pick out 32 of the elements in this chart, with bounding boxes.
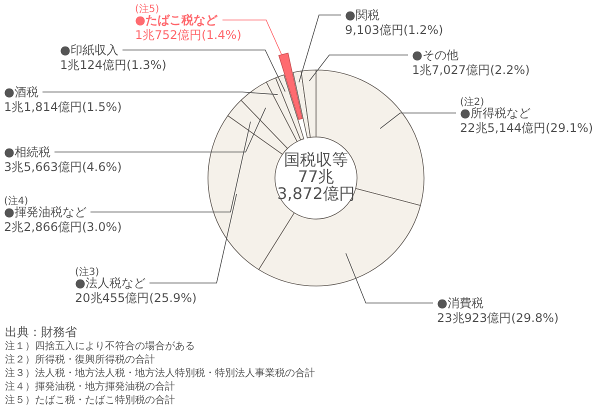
text: 77兆 3,872億円 (277, 167, 355, 203)
text: (注4) (4, 196, 28, 207)
text: 注４）揮発油税・地方揮発油税の合計 (5, 380, 175, 392)
slice-label: ●法人税など (75, 276, 146, 290)
text: (注3) (75, 267, 100, 278)
slice-label: ●相続税 (4, 145, 50, 159)
slice-label: ●たばこ税など (135, 13, 218, 27)
data-label: 1兆124億円(1.3%) (60, 58, 166, 72)
text: 国税収等 (284, 150, 348, 169)
text: (注2) (460, 97, 484, 108)
slice-label: ●所得税など (460, 106, 530, 120)
data-label: 1兆1,814億円(1.5%) (4, 100, 122, 114)
text: (注5) (135, 4, 160, 15)
source-note: 出典：財務省 (5, 325, 77, 339)
data-label: 9,103億円(1.2%) (345, 23, 444, 37)
data-label: 1兆752億円(1.4%) (135, 28, 242, 42)
slice-label: ●酒税 (4, 85, 38, 99)
slice-label: ●その他 (412, 48, 458, 62)
text: 注１）四捨五入により不符合の場合がある (5, 340, 195, 352)
data-label: 23兆923億円(29.8%) (437, 311, 559, 325)
data-label: 3兆5,663億円(4.6%) (4, 160, 122, 174)
data-label: 1兆7,027億円(2.2%) (412, 63, 530, 77)
text: 注３）法人税・地方法人税・地方法人特別税・特別法人事業税の合計 (5, 367, 315, 379)
slice-label: ●揮発油税など (4, 205, 86, 219)
slice-label: ●印紙収入 (60, 43, 118, 57)
data-label: 20兆455億円(25.9%) (75, 291, 197, 305)
text: 注２）所得税・復興所得税の合計 (5, 354, 155, 366)
data-label: 22兆5,144億円(29.1%) (460, 121, 594, 135)
slice-label: ●関税 (345, 8, 380, 22)
slice-label: ●消費税 (437, 296, 484, 310)
text: 注５）たばこ税・たばこ特別税の合計 (5, 394, 175, 406)
data-label: 2兆2,866億円(3.0%) (4, 220, 122, 234)
